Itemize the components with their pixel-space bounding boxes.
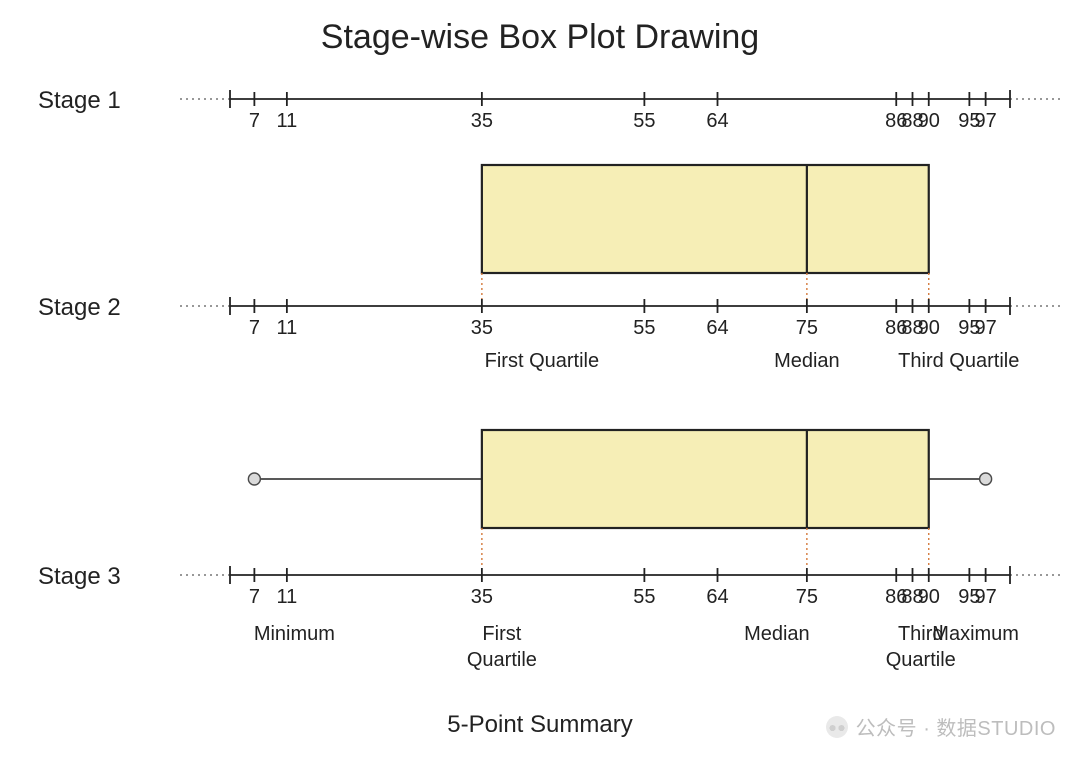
svg-text:35: 35	[471, 317, 493, 339]
svg-text:7: 7	[249, 317, 260, 339]
svg-text:Third Quartile: Third Quartile	[898, 350, 1019, 372]
svg-text:35: 35	[471, 110, 493, 132]
svg-text:11: 11	[276, 586, 297, 608]
svg-text:90: 90	[918, 110, 940, 132]
svg-text:Quartile: Quartile	[467, 649, 537, 671]
svg-text:64: 64	[706, 110, 728, 132]
svg-text:7: 7	[249, 586, 260, 608]
svg-text:97: 97	[975, 586, 997, 608]
svg-text:55: 55	[633, 586, 655, 608]
svg-text:55: 55	[633, 110, 655, 132]
svg-text:90: 90	[918, 317, 940, 339]
svg-text:64: 64	[706, 317, 728, 339]
svg-text:11: 11	[276, 317, 297, 339]
svg-text:97: 97	[975, 110, 997, 132]
svg-text:First Quartile: First Quartile	[485, 350, 599, 372]
svg-text:97: 97	[975, 317, 997, 339]
svg-text:90: 90	[918, 586, 940, 608]
svg-text:11: 11	[276, 110, 297, 132]
svg-text:First: First	[482, 623, 521, 645]
svg-text:75: 75	[796, 317, 818, 339]
svg-text:35: 35	[471, 586, 493, 608]
svg-text:Median: Median	[774, 350, 840, 372]
svg-text:Minimum: Minimum	[254, 623, 335, 645]
svg-text:64: 64	[706, 586, 728, 608]
svg-text:Median: Median	[744, 623, 810, 645]
svg-text:55: 55	[633, 317, 655, 339]
svg-text:Quartile: Quartile	[886, 649, 956, 671]
svg-text:Maximum: Maximum	[932, 623, 1019, 645]
svg-text:75: 75	[796, 586, 818, 608]
boxplot-stages-chart: 7113555648688909597711355564758688909597…	[0, 0, 1080, 761]
svg-text:7: 7	[249, 110, 260, 132]
